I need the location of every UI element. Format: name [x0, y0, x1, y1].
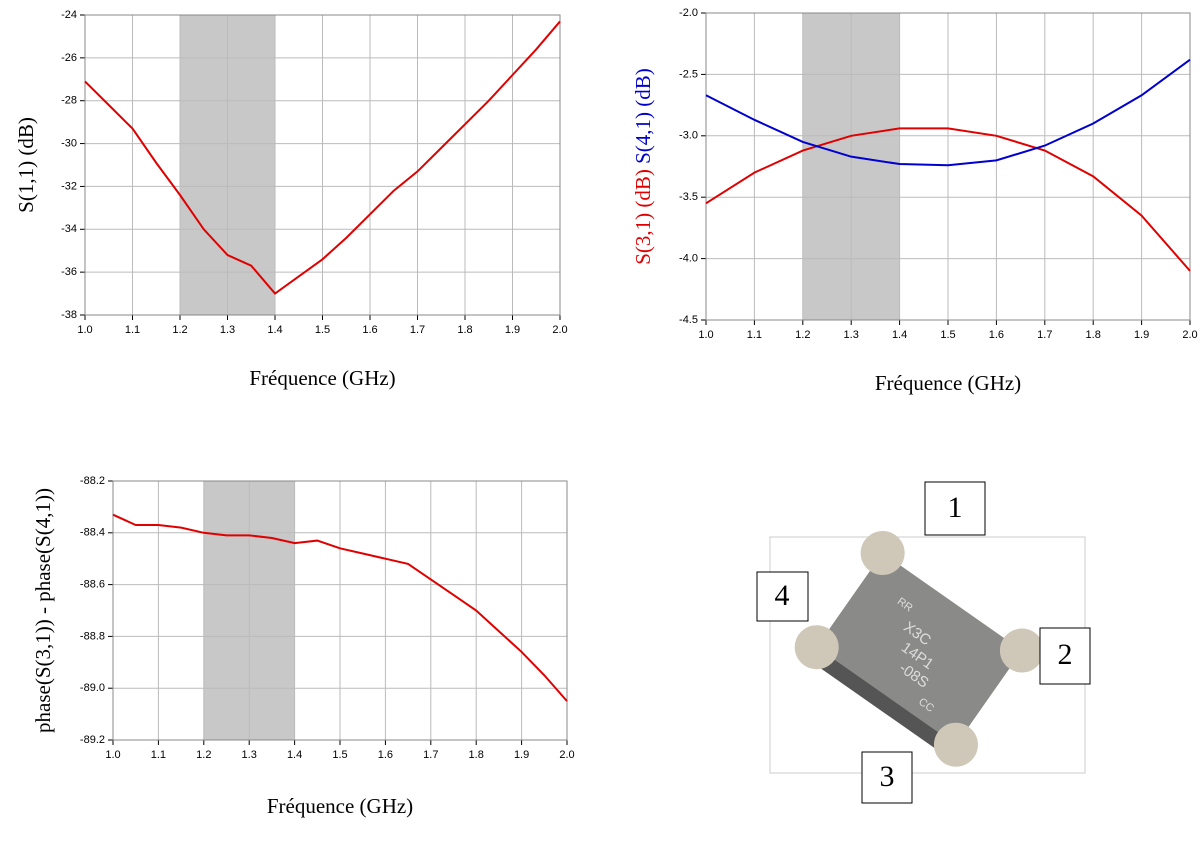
y-tick-label: -89.0 — [80, 682, 105, 694]
x-tick-label: 1.0 — [105, 749, 120, 761]
y-tick-label: -88.4 — [80, 527, 105, 539]
y-tick-label: -4.0 — [679, 253, 698, 265]
x-tick-label: 1.4 — [287, 749, 302, 761]
y-axis-label: S(1,1) (dB) — [14, 117, 38, 213]
component: RR X3C 14P1 -08S CC 1 2 3 4 — [756, 481, 1091, 804]
chip: RR X3C 14P1 -08S CC — [794, 531, 1044, 767]
x-tick-label: 1.1 — [125, 324, 140, 336]
data-line — [705, 127, 1191, 272]
x-tick-label: 1.3 — [242, 749, 257, 761]
y-tick-label: -2.0 — [679, 7, 698, 19]
port-box — [924, 481, 986, 536]
plot-frame — [84, 14, 561, 316]
x-tick-label: 1.4 — [267, 324, 282, 336]
y-tick-label: -24 — [61, 9, 77, 21]
x-tick-label: 1.5 — [332, 749, 347, 761]
x-tick-label: 1.6 — [378, 749, 393, 761]
y-tick-label: -26 — [61, 52, 77, 64]
x-tick-label: 1.2 — [196, 749, 211, 761]
x-tick-label: 1.9 — [514, 749, 529, 761]
x-tick-label: 1.4 — [892, 329, 907, 341]
y-tick-label: -89.2 — [80, 734, 105, 746]
x-tick-label: 1.9 — [1134, 329, 1149, 341]
y-tick-label: -32 — [61, 180, 77, 192]
legend-entry: S(3,1) (dB) — [631, 169, 655, 265]
y-tick-label: -30 — [61, 137, 77, 149]
x-tick-label: 1.5 — [315, 324, 330, 336]
x-tick-label: 1.1 — [151, 749, 166, 761]
data-line — [705, 58, 1191, 167]
legend-entry: S(4,1) (dB) — [631, 68, 655, 164]
x-tick-label: 1.7 — [1037, 329, 1052, 341]
pad — [860, 531, 905, 576]
x-axis-label: Fréquence (GHz) — [249, 366, 395, 390]
port-label: 2 — [1058, 638, 1073, 671]
port-label: 1 — [948, 491, 963, 524]
y-tick-label: -36 — [61, 266, 77, 278]
port-box — [861, 751, 913, 804]
x-axis-label: Fréquence (GHz) — [267, 794, 413, 818]
data-line — [112, 513, 568, 702]
chip-top — [820, 556, 1018, 741]
x-tick-label: 1.5 — [940, 329, 955, 341]
x-tick-label: 2.0 — [559, 749, 574, 761]
y-tick-label: -88.8 — [80, 630, 105, 642]
x-tick-label: 1.3 — [220, 324, 235, 336]
x-tick-label: 1.0 — [698, 329, 713, 341]
pad — [933, 722, 978, 767]
x-tick-label: 1.1 — [747, 329, 762, 341]
y-axis-label: S(3,1) (dB) S(4,1) (dB) — [631, 68, 655, 265]
x-tick-label: 1.0 — [77, 324, 92, 336]
x-tick-label: 1.7 — [423, 749, 438, 761]
y-tick-label: -38 — [61, 309, 77, 321]
x-tick-label: 1.8 — [469, 749, 484, 761]
y-tick-label: -4.5 — [679, 314, 698, 326]
y-tick-label: -34 — [61, 223, 77, 235]
y-tick-label: -3.0 — [679, 130, 698, 142]
x-tick-label: 1.6 — [989, 329, 1004, 341]
x-tick-label: 1.2 — [172, 324, 187, 336]
x-tick-label: 1.3 — [844, 329, 859, 341]
port-box — [756, 571, 809, 622]
y-tick-label: -88.2 — [80, 475, 105, 487]
port-label: 3 — [880, 760, 895, 793]
x-tick-label: 1.9 — [505, 324, 520, 336]
y-tick-label: -3.5 — [679, 191, 698, 203]
pad — [999, 628, 1044, 673]
y-tick-label: -88.6 — [80, 579, 105, 591]
plot-frame — [112, 480, 568, 741]
pad — [794, 625, 839, 670]
x-tick-label: 1.6 — [362, 324, 377, 336]
port-box — [1039, 627, 1091, 685]
y-tick-label: -28 — [61, 95, 77, 107]
plot-frame — [705, 12, 1191, 321]
y-tick-label: -2.5 — [679, 68, 698, 80]
y-axis-label: phase(S(3,1)) - phase(S(4,1)) — [31, 488, 55, 733]
x-tick-label: 1.8 — [457, 324, 472, 336]
x-tick-label: 2.0 — [1182, 329, 1197, 341]
x-tick-label: 1.7 — [410, 324, 425, 336]
x-tick-label: 1.8 — [1086, 329, 1101, 341]
x-tick-label: 1.2 — [795, 329, 810, 341]
x-tick-label: 2.0 — [552, 324, 567, 336]
data-line — [84, 20, 561, 295]
x-axis-label: Fréquence (GHz) — [875, 371, 1021, 395]
port-label: 4 — [775, 579, 790, 612]
